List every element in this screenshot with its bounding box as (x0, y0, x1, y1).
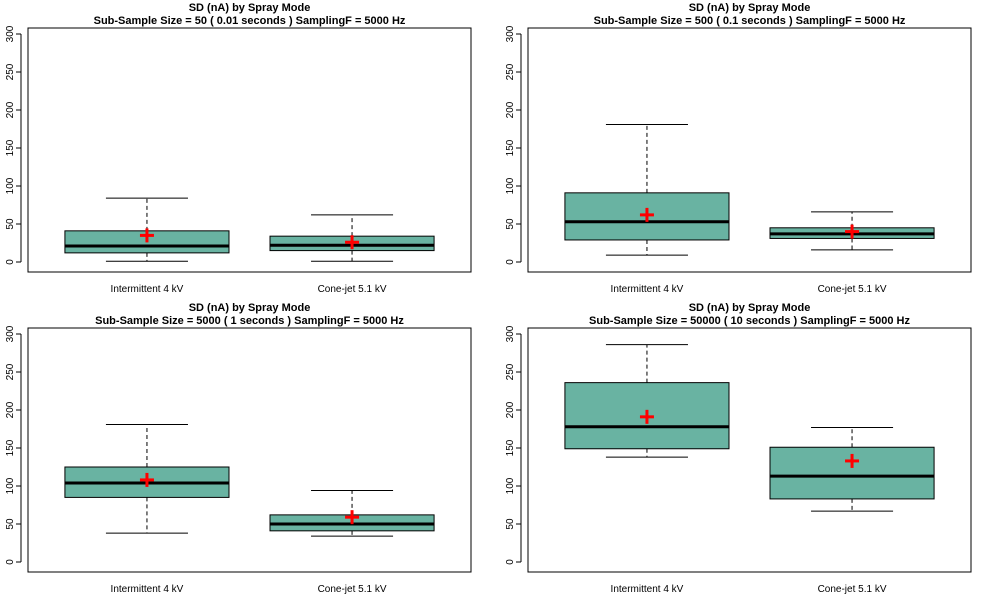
chart-title: SD (nA) by Spray Mode (689, 2, 811, 14)
x-category-label: Intermittent 4 kV (611, 284, 684, 295)
y-tick-label: 250 (505, 363, 516, 380)
chart-title: SD (nA) by Spray Mode (689, 302, 811, 314)
y-tick-label: 150 (5, 139, 16, 156)
plot-frame (527, 327, 972, 573)
y-tick-label: 50 (505, 218, 516, 230)
x-category-label: Intermittent 4 kV (111, 584, 184, 595)
y-tick-label: 100 (5, 177, 16, 194)
y-tick-label: 150 (505, 439, 516, 456)
x-category-label: Cone-jet 5.1 kV (318, 284, 387, 295)
plot-frame (27, 27, 472, 273)
chart-title: SD (nA) by Spray Mode (189, 302, 311, 314)
y-tick-label: 150 (5, 439, 16, 456)
y-tick-label: 0 (505, 259, 516, 265)
box-1 (564, 123, 730, 256)
chart-subtitle: Sub-Sample Size = 5000 ( 1 seconds ) Sam… (95, 315, 404, 327)
x-category-label: Cone-jet 5.1 kV (818, 584, 887, 595)
y-tick-label: 100 (505, 477, 516, 494)
x-category-label: Cone-jet 5.1 kV (318, 584, 387, 595)
y-tick-label: 200 (5, 101, 16, 118)
y-tick-label: 50 (5, 218, 16, 230)
plot-frame (527, 27, 972, 273)
y-tick-label: 0 (5, 559, 16, 565)
y-tick-label: 300 (5, 25, 16, 42)
chart-subtitle: Sub-Sample Size = 500 ( 0.1 seconds ) Sa… (594, 15, 906, 27)
box-2 (269, 214, 435, 262)
x-category-label: Intermittent 4 kV (111, 284, 184, 295)
y-tick-label: 100 (505, 177, 516, 194)
box-1 (564, 344, 730, 458)
chart-subtitle: Sub-Sample Size = 50 ( 0.01 seconds ) Sa… (94, 15, 406, 27)
box-2 (769, 426, 935, 512)
y-tick-label: 250 (5, 363, 16, 380)
y-tick-label: 200 (505, 101, 516, 118)
box-2 (269, 490, 435, 537)
plot-frame (27, 327, 472, 573)
box-2 (769, 211, 935, 251)
y-tick-label: 200 (505, 401, 516, 418)
y-tick-label: 300 (505, 25, 516, 42)
chart-title: SD (nA) by Spray Mode (189, 2, 311, 14)
y-tick-label: 300 (505, 325, 516, 342)
y-tick-label: 50 (505, 518, 516, 530)
y-tick-label: 0 (5, 259, 16, 265)
y-tick-label: 300 (5, 325, 16, 342)
y-tick-label: 0 (505, 559, 516, 565)
y-tick-label: 250 (5, 63, 16, 80)
x-category-label: Intermittent 4 kV (611, 584, 684, 595)
y-tick-label: 100 (5, 477, 16, 494)
y-tick-label: 200 (5, 401, 16, 418)
box-1 (64, 197, 230, 262)
box-1 (64, 423, 230, 534)
x-category-label: Cone-jet 5.1 kV (818, 284, 887, 295)
chart-subtitle: Sub-Sample Size = 50000 ( 10 seconds ) S… (589, 315, 910, 327)
y-tick-label: 250 (505, 63, 516, 80)
y-tick-label: 150 (505, 139, 516, 156)
y-tick-label: 50 (5, 518, 16, 530)
